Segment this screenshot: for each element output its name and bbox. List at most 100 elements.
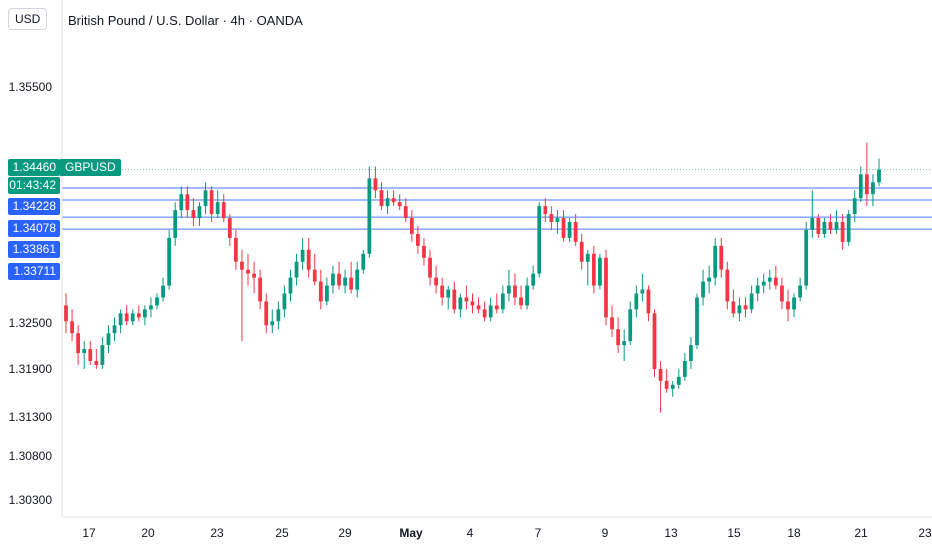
- candle[interactable]: [288, 269, 293, 302]
- candle[interactable]: [822, 218, 827, 238]
- candle[interactable]: [482, 301, 487, 322]
- candle[interactable]: [276, 301, 281, 330]
- candle[interactable]: [173, 202, 178, 246]
- candle[interactable]: [136, 305, 141, 322]
- candle[interactable]: [270, 309, 275, 334]
- candle[interactable]: [476, 297, 481, 314]
- candle[interactable]: [82, 341, 87, 369]
- candle[interactable]: [142, 305, 147, 326]
- candle[interactable]: [537, 202, 542, 278]
- candle[interactable]: [422, 237, 426, 266]
- candle[interactable]: [428, 249, 432, 286]
- candle[interactable]: [834, 210, 839, 234]
- candle[interactable]: [233, 229, 238, 270]
- candle[interactable]: [203, 182, 208, 215]
- candle[interactable]: [252, 261, 256, 294]
- candle[interactable]: [852, 190, 857, 223]
- candle[interactable]: [519, 285, 523, 310]
- candle[interactable]: [240, 249, 244, 342]
- candle[interactable]: [561, 210, 566, 242]
- candle[interactable]: [858, 166, 863, 203]
- candle[interactable]: [634, 285, 639, 318]
- candle[interactable]: [161, 277, 165, 302]
- candle[interactable]: [810, 190, 815, 238]
- candle[interactable]: [312, 253, 317, 286]
- candle[interactable]: [725, 261, 730, 310]
- candle[interactable]: [507, 269, 511, 302]
- candle[interactable]: [513, 273, 517, 306]
- candle[interactable]: [416, 225, 420, 254]
- candle[interactable]: [94, 349, 99, 369]
- candle[interactable]: [331, 265, 335, 294]
- candle[interactable]: [701, 269, 705, 306]
- candle[interactable]: [780, 277, 784, 310]
- candle[interactable]: [737, 297, 742, 322]
- candle[interactable]: [767, 269, 772, 290]
- candle[interactable]: [88, 341, 93, 365]
- candle[interactable]: [355, 261, 360, 298]
- candle[interactable]: [130, 309, 135, 326]
- candle[interactable]: [549, 206, 554, 230]
- candle[interactable]: [403, 198, 408, 223]
- candle[interactable]: [397, 194, 402, 211]
- candle[interactable]: [367, 166, 372, 258]
- candle[interactable]: [294, 253, 299, 286]
- candle[interactable]: [391, 190, 396, 207]
- candle[interactable]: [749, 285, 754, 314]
- candle[interactable]: [604, 249, 608, 326]
- candle[interactable]: [591, 245, 596, 294]
- candle[interactable]: [670, 380, 675, 397]
- candle[interactable]: [373, 166, 378, 199]
- candle[interactable]: [567, 218, 572, 242]
- candle[interactable]: [682, 353, 687, 381]
- candle[interactable]: [646, 285, 651, 322]
- candle[interactable]: [246, 253, 250, 286]
- candle[interactable]: [282, 285, 287, 318]
- candle[interactable]: [531, 265, 536, 290]
- candle[interactable]: [846, 210, 851, 246]
- candle[interactable]: [828, 214, 833, 234]
- candle[interactable]: [361, 249, 366, 274]
- candle[interactable]: [112, 317, 117, 342]
- candle[interactable]: [786, 289, 790, 322]
- candle[interactable]: [306, 237, 311, 278]
- candle[interactable]: [585, 249, 590, 286]
- candle[interactable]: [434, 265, 438, 294]
- candle[interactable]: [864, 142, 869, 207]
- candle[interactable]: [761, 273, 766, 294]
- candle[interactable]: [343, 269, 347, 294]
- candle[interactable]: [76, 325, 81, 365]
- candle[interactable]: [579, 233, 584, 270]
- candle[interactable]: [452, 281, 457, 314]
- candle[interactable]: [743, 297, 748, 318]
- candle[interactable]: [755, 277, 760, 302]
- candle[interactable]: [622, 329, 627, 362]
- candle[interactable]: [573, 214, 578, 246]
- candle[interactable]: [840, 214, 845, 250]
- candle[interactable]: [610, 305, 614, 338]
- candle[interactable]: [713, 237, 718, 286]
- candle[interactable]: [179, 186, 184, 219]
- candle[interactable]: [616, 317, 620, 354]
- candle[interactable]: [440, 277, 445, 306]
- candle[interactable]: [664, 368, 669, 393]
- candle[interactable]: [70, 309, 74, 342]
- candle[interactable]: [221, 194, 226, 223]
- candle[interactable]: [488, 297, 493, 322]
- candle[interactable]: [773, 265, 778, 290]
- candle[interactable]: [227, 214, 232, 246]
- candle[interactable]: [409, 210, 414, 242]
- candle[interactable]: [258, 269, 263, 310]
- candle[interactable]: [658, 361, 663, 413]
- candle[interactable]: [525, 277, 529, 310]
- candle[interactable]: [118, 309, 123, 334]
- candle[interactable]: [446, 285, 451, 310]
- candle[interactable]: [494, 293, 499, 314]
- candle[interactable]: [264, 293, 269, 334]
- candle[interactable]: [543, 198, 548, 223]
- candle[interactable]: [640, 273, 645, 302]
- candle[interactable]: [155, 293, 159, 310]
- candle[interactable]: [149, 297, 153, 318]
- candle[interactable]: [106, 325, 111, 354]
